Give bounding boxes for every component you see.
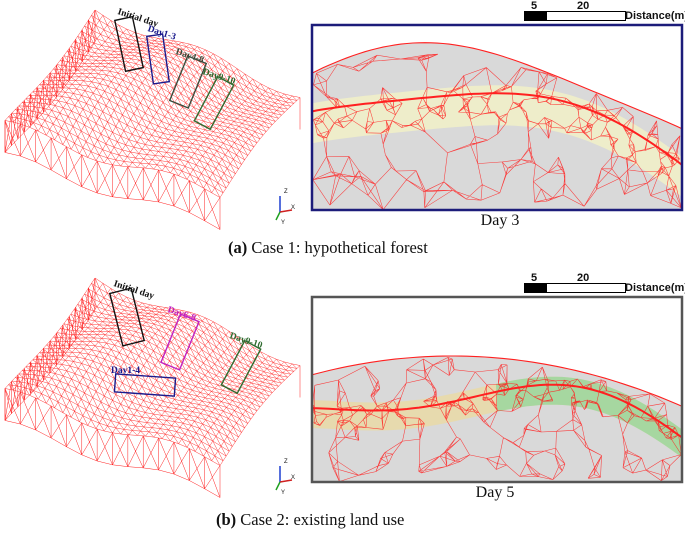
scale-tick-5: 5 bbox=[531, 272, 538, 284]
mesh-side-faces bbox=[4, 9, 301, 230]
region-box-label: Day1-4 bbox=[111, 366, 140, 376]
region-box-label: Day4-8 bbox=[174, 47, 205, 66]
region-box bbox=[220, 339, 262, 395]
caption-label-b: (b) bbox=[216, 510, 237, 529]
section-surface-line bbox=[311, 355, 683, 408]
region-box-outline bbox=[108, 287, 146, 347]
region-box bbox=[193, 75, 235, 131]
section-content bbox=[311, 42, 683, 211]
section-frame bbox=[310, 23, 684, 212]
axis-triad-case1 bbox=[275, 196, 293, 221]
section-mesh bbox=[311, 357, 682, 482]
caption-text-a: Case 1: hypothetical forest bbox=[251, 238, 428, 257]
section-frame bbox=[310, 295, 684, 484]
axis-z-label: Z bbox=[284, 459, 288, 465]
scale-tick-20: 20 bbox=[577, 272, 590, 284]
region-box-outline bbox=[113, 373, 177, 397]
mesh-wireframe bbox=[4, 9, 301, 230]
region-box-outline bbox=[113, 15, 145, 73]
caption-label-a: (a) bbox=[228, 238, 248, 257]
axis-x-label: X bbox=[291, 475, 296, 481]
region-box-outline bbox=[193, 75, 235, 131]
axis-y-label: Y bbox=[281, 220, 286, 226]
scale-tick-5: 5 bbox=[531, 0, 538, 12]
mesh-top-surface bbox=[4, 9, 301, 198]
mesh-wireframe bbox=[4, 277, 301, 498]
section-band-line bbox=[311, 92, 683, 167]
day-label-case1: Day 3 bbox=[480, 212, 520, 229]
region-box bbox=[113, 15, 145, 73]
region-box bbox=[160, 313, 200, 371]
scale-bar-case2 bbox=[524, 283, 626, 293]
caption-case2: (b) Case 2: existing land use bbox=[216, 510, 404, 530]
region-box bbox=[113, 373, 177, 397]
mesh-top-surface bbox=[4, 277, 301, 466]
section-content bbox=[311, 355, 683, 483]
section-surface-line bbox=[311, 42, 683, 130]
section-band-line bbox=[311, 383, 683, 440]
region-box bbox=[145, 33, 171, 85]
axis-z-label: Z bbox=[284, 189, 288, 195]
soil-body bbox=[311, 42, 683, 211]
day-label-case2: Day 5 bbox=[475, 484, 515, 501]
cross-section-day3 bbox=[310, 23, 684, 212]
caption-text-b: Case 2: existing land use bbox=[240, 510, 405, 529]
region-box bbox=[108, 287, 146, 347]
scale-tick-20: 20 bbox=[577, 0, 590, 12]
surface-layer bbox=[311, 85, 683, 198]
scale-unit: Distance(m) bbox=[625, 10, 685, 22]
axis-y-label: Y bbox=[281, 490, 286, 496]
caption-case1: (a) Case 1: hypothetical forest bbox=[228, 238, 428, 258]
cross-section-day5 bbox=[310, 295, 684, 484]
axis-triad-case2 bbox=[275, 466, 293, 491]
region-box-outline bbox=[220, 339, 262, 395]
region-box bbox=[168, 55, 208, 109]
region-box-outline bbox=[145, 33, 171, 85]
axis-x-label: X bbox=[291, 205, 296, 211]
scale-bar-case1 bbox=[524, 11, 626, 21]
mesh-side-faces bbox=[4, 277, 301, 498]
region-box-outline bbox=[160, 313, 200, 371]
region-box-outline bbox=[168, 55, 208, 109]
scale-unit: Distance(m) bbox=[625, 282, 685, 294]
